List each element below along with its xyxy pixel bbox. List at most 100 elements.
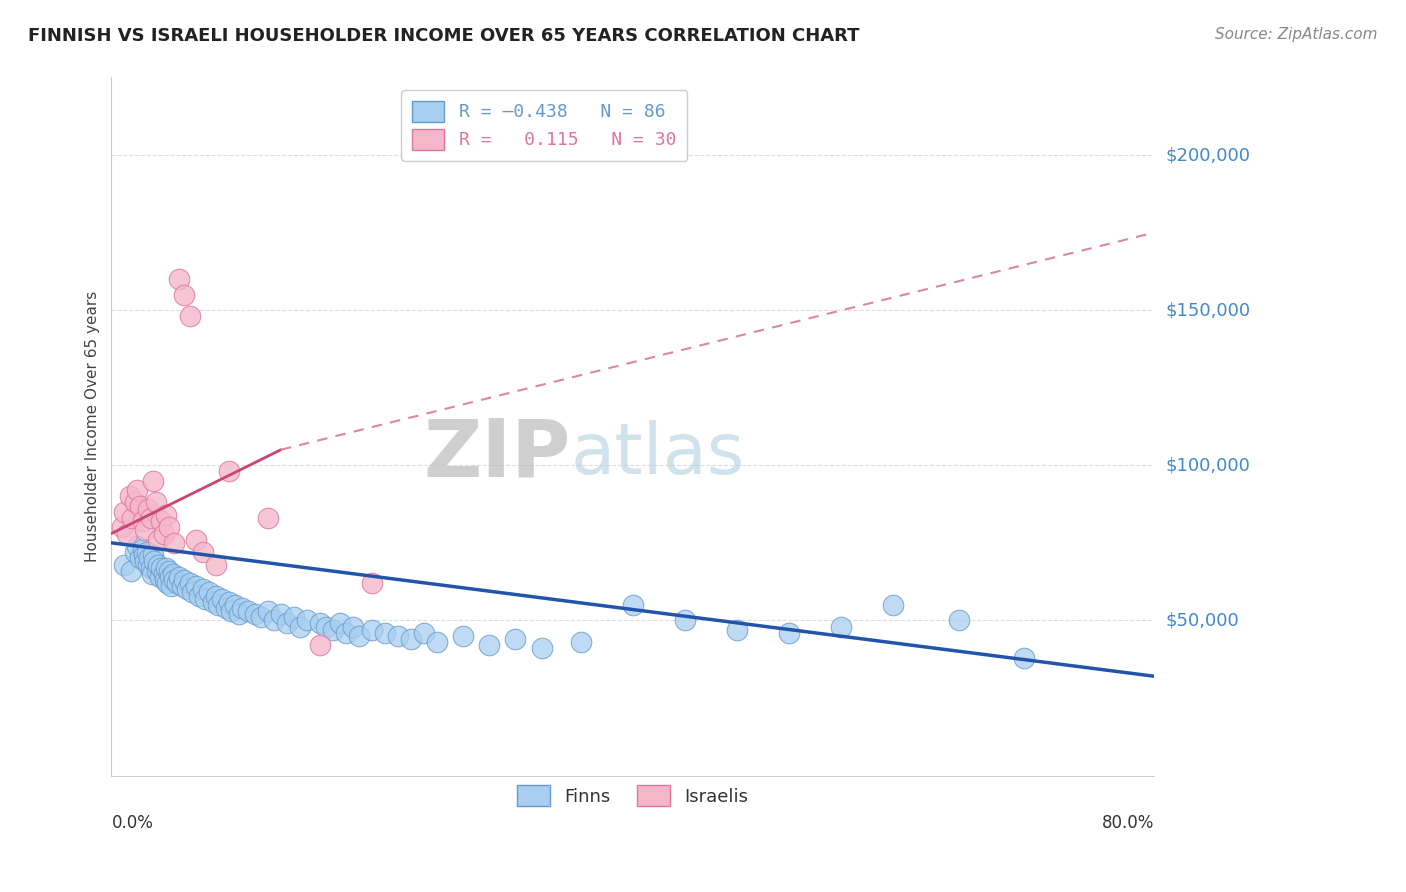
Point [148,558,170,572]
Point [170,579,193,593]
Point [142,548,165,562]
Point [176,582,198,597]
Point [569,635,592,649]
Point [315,619,337,633]
Point [453,629,475,643]
Point [142,474,165,488]
Point [361,576,384,591]
Point [347,629,370,643]
Point [127,483,149,497]
Point [290,619,312,633]
Point [149,560,172,574]
Point [167,570,190,584]
Point [136,501,159,516]
Point [145,495,167,509]
Point [134,554,156,568]
Point [187,589,209,603]
Point [115,526,138,541]
Point [139,511,162,525]
Point [146,564,169,578]
Point [256,604,278,618]
Point [131,514,153,528]
Point [309,616,332,631]
Text: ZIP: ZIP [423,416,571,493]
Point [204,589,226,603]
Point [198,585,221,599]
Point [530,641,553,656]
Point [139,560,162,574]
Point [387,629,409,643]
Point [152,526,174,541]
Point [276,616,298,631]
Point [250,610,273,624]
Point [179,310,201,324]
Point [194,591,217,606]
Point [283,610,305,624]
Point [426,635,449,649]
Point [152,566,174,581]
Point [243,607,266,622]
Point [882,598,904,612]
Point [207,598,229,612]
Point [211,591,233,606]
Point [322,623,344,637]
Point [157,564,180,578]
Point [413,625,436,640]
Point [149,514,172,528]
Point [621,598,644,612]
Point [156,576,179,591]
Text: $100,000: $100,000 [1166,456,1250,475]
Point [342,619,364,633]
Point [163,573,186,587]
Point [224,598,246,612]
Point [162,566,184,581]
Point [231,601,253,615]
Legend: Finns, Israelis: Finns, Israelis [508,776,758,815]
Text: Source: ZipAtlas.com: Source: ZipAtlas.com [1215,27,1378,42]
Point [778,625,800,640]
Point [191,582,214,597]
Point [124,545,146,559]
Point [149,570,172,584]
Point [374,625,396,640]
Point [138,551,160,566]
Point [1012,650,1035,665]
Point [673,613,696,627]
Point [215,601,238,615]
Point [202,595,225,609]
Point [157,520,180,534]
Point [155,508,177,522]
Point [127,539,149,553]
Point [129,551,152,566]
Point [118,489,141,503]
Point [948,613,970,627]
Text: $200,000: $200,000 [1166,146,1250,164]
Point [204,558,226,572]
Point [114,505,136,519]
Point [221,604,243,618]
Point [270,607,292,622]
Point [335,625,357,640]
Point [191,545,214,559]
Point [173,573,195,587]
Point [181,585,204,599]
Point [399,632,422,646]
Point [120,564,142,578]
Point [478,638,501,652]
Point [153,573,176,587]
Point [141,566,163,581]
Point [218,465,240,479]
Point [830,619,852,633]
Point [228,607,250,622]
Text: $50,000: $50,000 [1166,611,1239,630]
Point [148,533,170,547]
Point [143,554,166,568]
Point [136,558,159,572]
Point [184,533,207,547]
Point [129,499,152,513]
Point [361,623,384,637]
Text: $150,000: $150,000 [1166,301,1250,319]
Point [328,616,350,631]
Text: 0.0%: 0.0% [111,814,153,832]
Point [160,579,183,593]
